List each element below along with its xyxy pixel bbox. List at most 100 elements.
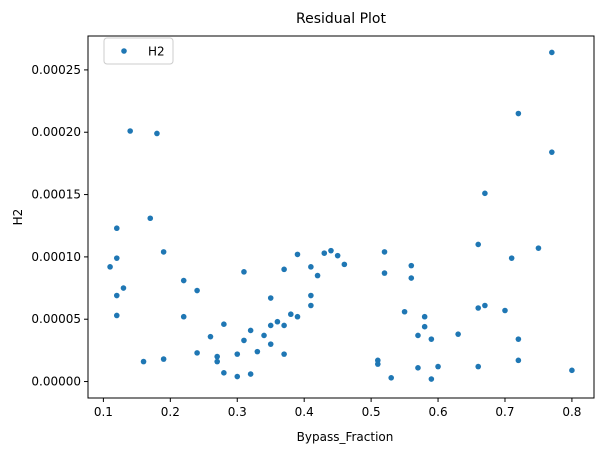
data-point xyxy=(207,333,214,340)
x-tick-label: 0.4 xyxy=(295,405,314,419)
data-point xyxy=(254,348,261,355)
data-point xyxy=(214,358,220,365)
data-point xyxy=(421,323,428,330)
data-point xyxy=(221,370,227,376)
data-point xyxy=(475,241,482,248)
data-point xyxy=(321,250,328,256)
axes-frame xyxy=(87,35,595,399)
data-point xyxy=(294,251,301,258)
legend: H2 xyxy=(103,37,174,65)
data-point xyxy=(428,336,435,342)
x-tick-label: 0.7 xyxy=(495,405,514,419)
data-point xyxy=(328,247,334,254)
data-point xyxy=(375,361,381,367)
x-tick-label: 0.6 xyxy=(429,405,448,419)
data-point xyxy=(234,351,241,357)
y-tick-label: 0.00015 xyxy=(31,188,81,202)
data-point xyxy=(535,245,542,251)
data-point xyxy=(475,305,482,311)
data-point xyxy=(113,292,120,299)
data-point xyxy=(247,327,254,334)
data-point xyxy=(515,336,522,342)
data-point xyxy=(241,337,247,344)
data-point xyxy=(515,110,522,117)
y-tick-label: 0.00010 xyxy=(31,250,81,264)
data-point xyxy=(482,190,488,197)
data-point xyxy=(428,376,435,382)
data-point xyxy=(308,264,314,270)
data-point xyxy=(120,285,127,291)
data-point xyxy=(281,266,287,273)
data-point xyxy=(194,287,200,294)
data-point xyxy=(127,128,133,134)
data-point xyxy=(294,313,301,320)
data-point xyxy=(281,322,287,329)
x-axis-label: Bypass_Fraction xyxy=(297,430,394,444)
data-point xyxy=(221,321,227,328)
data-point xyxy=(113,225,120,232)
x-tick-label: 0.3 xyxy=(228,405,247,419)
data-point xyxy=(482,302,488,309)
data-point xyxy=(194,350,200,356)
y-axis-label: H2 xyxy=(11,209,25,226)
data-point xyxy=(549,49,555,56)
data-point xyxy=(408,275,415,281)
legend-label-h2: H2 xyxy=(148,45,165,59)
data-point xyxy=(281,351,287,357)
data-point xyxy=(241,269,247,275)
x-tick-label: 0.1 xyxy=(94,405,113,419)
data-point xyxy=(401,308,408,315)
data-point xyxy=(415,332,421,339)
data-point xyxy=(455,331,461,337)
data-point xyxy=(267,322,274,329)
x-axis-ticks: 0.1 0.2 0.3 0.4 0.5 0.6 0.7 0.8 xyxy=(94,398,581,419)
data-point xyxy=(502,307,508,314)
data-point xyxy=(569,367,575,374)
x-tick-label: 0.2 xyxy=(161,405,180,419)
chart-title: Residual Plot xyxy=(296,11,386,27)
data-point xyxy=(160,356,167,362)
data-point xyxy=(140,358,147,365)
data-point xyxy=(508,255,515,261)
data-point xyxy=(341,261,348,268)
data-point xyxy=(549,149,555,155)
data-point xyxy=(381,270,388,276)
data-point xyxy=(267,341,274,347)
data-point xyxy=(381,249,388,255)
data-point xyxy=(154,130,160,137)
x-tick-label: 0.8 xyxy=(562,405,581,419)
data-points xyxy=(107,49,575,382)
data-point xyxy=(180,313,187,320)
y-tick-label: 0.00005 xyxy=(31,312,81,326)
data-point xyxy=(214,353,220,360)
data-point xyxy=(314,272,321,279)
data-point xyxy=(113,255,120,261)
y-tick-label: 0.00020 xyxy=(31,125,81,139)
data-point xyxy=(274,318,281,325)
data-point xyxy=(308,292,314,299)
data-point xyxy=(308,302,314,309)
data-point xyxy=(113,312,120,319)
data-point xyxy=(475,363,482,370)
data-point xyxy=(261,332,267,339)
data-point xyxy=(408,262,415,269)
y-tick-label: 0.00025 xyxy=(31,63,81,77)
data-point xyxy=(415,365,421,371)
data-point xyxy=(388,375,395,381)
y-tick-label: 0.00000 xyxy=(31,375,81,389)
legend-marker xyxy=(121,48,127,54)
data-point xyxy=(107,264,113,270)
data-point xyxy=(247,371,254,377)
y-axis-ticks: 0.00000 0.00005 0.00010 0.00015 0.00020 0.000… xyxy=(31,63,88,389)
data-point xyxy=(435,363,441,370)
data-point xyxy=(234,373,241,380)
data-point xyxy=(267,295,274,301)
data-point xyxy=(421,313,428,320)
data-point xyxy=(147,215,154,222)
data-point xyxy=(180,277,187,284)
data-point xyxy=(334,252,341,259)
legend-box xyxy=(103,37,174,65)
data-point xyxy=(515,357,522,364)
